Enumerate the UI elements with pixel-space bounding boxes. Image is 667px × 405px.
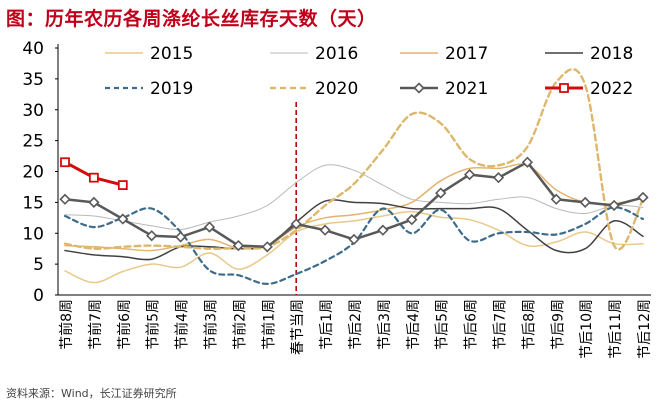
series-2021-point <box>319 224 331 236</box>
legend-label-2021: 2021 <box>445 79 488 99</box>
series-2021-point <box>608 199 620 212</box>
series-2022-point <box>117 180 128 190</box>
series-2021-point <box>59 193 71 205</box>
series-2021-point <box>492 172 505 184</box>
legend-item-2018: 2018 <box>545 44 633 64</box>
x-tick-label: 节后10周 <box>579 299 595 359</box>
series-2021-point <box>174 231 187 243</box>
x-tick-label: 节前7周 <box>87 299 104 350</box>
x-tick-label: 节前3周 <box>203 299 220 350</box>
series-2022-point <box>559 83 569 93</box>
series-2021 <box>59 156 649 253</box>
series-2021-point <box>550 193 562 205</box>
y-tick-label: 5 <box>33 255 44 275</box>
y-tick-label: 10 <box>22 224 44 244</box>
series-2021-point <box>377 224 389 236</box>
x-tick-label: 节后5周 <box>435 299 451 350</box>
series-2018 <box>64 199 644 261</box>
series-2019-line <box>63 206 645 286</box>
x-tick-label: 节后6周 <box>464 299 480 350</box>
legend-label-2016: 2016 <box>315 44 358 64</box>
series-2015-line <box>64 210 644 284</box>
series-2015 <box>64 210 644 284</box>
series-2021-point <box>261 241 273 253</box>
y-tick-label: 25 <box>22 132 44 152</box>
y-tick-label: 35 <box>22 70 44 90</box>
series-2017 <box>64 163 644 252</box>
x-tick-label: 节后4周 <box>406 299 422 350</box>
legend-item-2016: 2016 <box>270 44 358 64</box>
legend-label-2018: 2018 <box>590 44 633 64</box>
legend-item-2022: 2022 <box>545 79 633 99</box>
series-2019 <box>63 206 645 286</box>
series-2017-line <box>64 163 644 252</box>
legend-label-2020: 2020 <box>315 79 358 99</box>
x-tick-label: 节前4周 <box>174 299 191 350</box>
x-tick-label: 春节当周 <box>290 299 306 355</box>
legend: 2015 2016 2017 2018 2019 2020 2021 2022 <box>105 44 633 99</box>
series-2021-point <box>203 221 216 233</box>
series-2021-point <box>413 82 425 94</box>
y-tick-label: 0 <box>33 286 44 306</box>
series-2021-point <box>146 230 158 242</box>
x-tick-label: 节后2周 <box>348 299 364 350</box>
legend-item-2021: 2021 <box>400 79 488 99</box>
x-tick-label: 节后8周 <box>521 299 537 350</box>
y-tick-label: 20 <box>22 163 44 183</box>
series-2021-point <box>348 233 360 246</box>
series-2020-line <box>63 68 645 251</box>
series-2021-point <box>290 218 302 230</box>
x-tick-label: 节前5周 <box>145 299 162 350</box>
series-2022-point <box>89 172 99 183</box>
legend-item-2017: 2017 <box>400 44 488 64</box>
series-2021-point <box>406 214 418 226</box>
series-2020 <box>63 68 645 251</box>
series-group <box>59 68 649 286</box>
y-tick-label: 15 <box>22 193 44 213</box>
x-tick-label: 节后3周 <box>377 299 393 350</box>
axes-group: 0 5 10 15 20 25 30 35 40 节前8周 节前7周 节前6周 节前5周 节前4周 节前3周… <box>22 39 653 359</box>
source-note: 资料来源：Wind，长江证券研究所 <box>6 387 177 400</box>
series-2022 <box>60 157 128 190</box>
x-tick-label: 节前6周 <box>116 299 133 350</box>
x-tick-label: 节后1周 <box>319 299 335 350</box>
series-2018-line <box>64 199 644 261</box>
series-2022-point <box>60 157 70 168</box>
x-tick-label: 节后11周 <box>608 299 624 359</box>
legend-item-2019: 2019 <box>105 79 193 99</box>
series-2021-point <box>579 196 591 209</box>
chart-title: 图：历年农历各周涤纶长丝库存天数（天） <box>6 8 377 30</box>
x-tick-label: 节前2周 <box>231 299 248 350</box>
legend-label-2022: 2022 <box>590 79 633 99</box>
series-2021-point <box>463 168 476 181</box>
legend-label-2017: 2017 <box>445 44 488 64</box>
x-tick-label: 节前8周 <box>58 299 75 350</box>
series-2021-point <box>435 187 447 199</box>
y-tick-label: 40 <box>22 39 44 59</box>
legend-label-2019: 2019 <box>150 79 193 99</box>
x-tick-label: 节后7周 <box>493 299 509 350</box>
legend-item-2020: 2020 <box>270 79 358 99</box>
series-2021-point <box>232 239 245 252</box>
x-tick-label: 节后9周 <box>550 299 566 350</box>
x-tick-label: 节后12周 <box>637 299 653 359</box>
legend-label-2015: 2015 <box>150 44 193 64</box>
series-2021-point <box>521 156 534 168</box>
series-2021-point <box>88 196 100 209</box>
legend-item-2015: 2015 <box>105 44 193 64</box>
series-2016 <box>64 164 644 231</box>
series-2021-point <box>117 213 129 225</box>
x-tick-label: 节前1周 <box>260 299 277 350</box>
series-2016-line <box>64 164 644 231</box>
series-2021-point <box>637 191 649 204</box>
y-tick-label: 30 <box>22 101 44 121</box>
